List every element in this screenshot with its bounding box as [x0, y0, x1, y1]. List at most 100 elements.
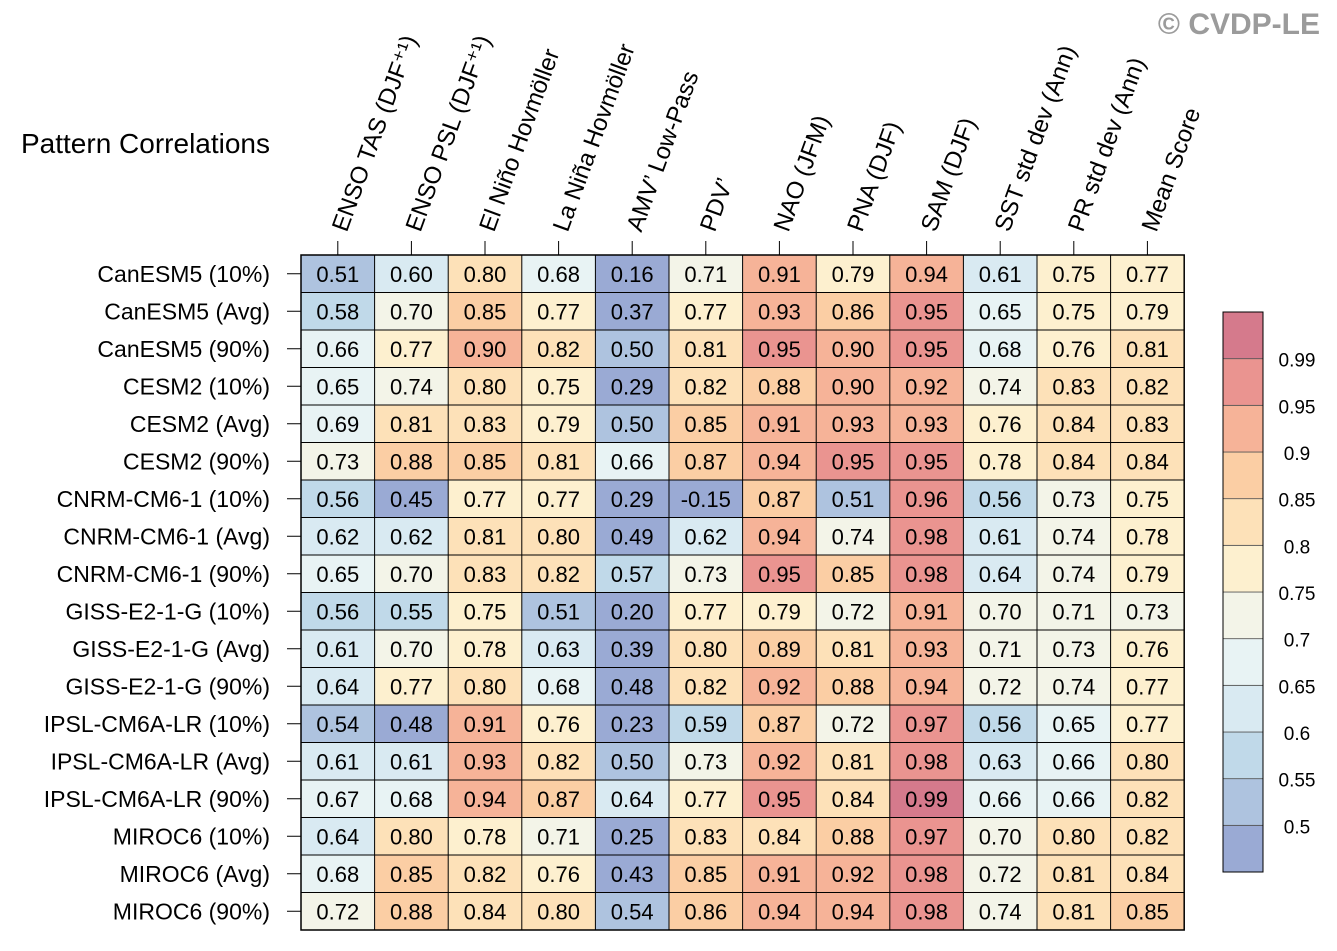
heatmap-cell — [669, 705, 743, 743]
cell-value-label: 0.74 — [390, 374, 433, 399]
cell-value-label: 0.92 — [832, 862, 875, 887]
cell-value-label: 0.94 — [464, 787, 507, 812]
cell-value-label: 0.88 — [832, 674, 875, 699]
cell-value-label: 0.90 — [832, 337, 875, 362]
heatmap-cell — [1110, 592, 1185, 630]
cell-value-label: 0.76 — [537, 862, 580, 887]
heatmap-cell — [1110, 367, 1185, 405]
cell-value-label: 0.79 — [832, 262, 875, 287]
heatmap-cell — [521, 817, 596, 855]
heatmap-cell — [669, 855, 743, 893]
watermark: © CVDP-LE — [1158, 8, 1320, 41]
cell-value-label: 0.88 — [390, 899, 433, 924]
cell-value-label: 0.75 — [464, 599, 507, 624]
cell-value-label: 0.65 — [316, 374, 359, 399]
cell-value-label: 0.75 — [1126, 487, 1169, 512]
cell-value-label: 0.98 — [905, 899, 948, 924]
heatmap-cell — [742, 742, 817, 780]
heatmap-cell — [889, 330, 964, 368]
colorbar-swatch — [1222, 638, 1264, 686]
cell-value-label: 0.68 — [316, 862, 359, 887]
cell-value-label: 0.20 — [611, 599, 654, 624]
heatmap-cell — [595, 817, 669, 855]
cell-value-label: 0.83 — [1052, 374, 1095, 399]
cell-value-label: 0.77 — [390, 674, 433, 699]
column-label: PDV’ — [695, 174, 739, 235]
cell-value-label: 0.75 — [1052, 299, 1095, 324]
heatmap-cell — [963, 330, 1037, 368]
heatmap-cell — [816, 555, 890, 593]
cell-value-label: 0.70 — [979, 599, 1022, 624]
colorbar-tick-label: 0.55 — [1279, 771, 1316, 792]
cell-value-label: 0.83 — [684, 824, 727, 849]
heatmap-cell — [301, 517, 375, 555]
row-label: IPSL-CM6A-LR (90%) — [44, 786, 270, 812]
heatmap-cell — [448, 780, 522, 818]
cell-value-label: 0.58 — [316, 299, 359, 324]
heatmap-cell — [889, 442, 964, 480]
heatmap-cell — [816, 367, 890, 405]
cell-value-label: 0.91 — [905, 599, 948, 624]
column-labels: ENSO TAS (DJF⁺¹)ENSO PSL (DJF⁺¹)El Niño … — [327, 32, 1206, 255]
heatmap-cell — [816, 817, 890, 855]
cell-value-label: 0.72 — [979, 862, 1022, 887]
cell-value-label: 0.72 — [316, 899, 359, 924]
cell-value-label: 0.66 — [611, 449, 654, 474]
heatmap-cell — [301, 780, 375, 818]
heatmap-cell — [374, 855, 449, 893]
cell-value-label: 0.94 — [758, 524, 801, 549]
heatmap-cell — [301, 555, 375, 593]
cell-value-label: 0.73 — [1126, 599, 1169, 624]
cell-value-label: 0.95 — [905, 337, 948, 362]
heatmap-cell — [742, 705, 817, 743]
cell-value-label: 0.76 — [979, 412, 1022, 437]
cell-value-label: 0.60 — [390, 262, 433, 287]
heatmap-cell — [374, 517, 449, 555]
cell-value-label: 0.81 — [1126, 337, 1169, 362]
heatmap-cell — [521, 517, 596, 555]
cell-value-label: 0.83 — [464, 412, 507, 437]
cell-value-label: 0.84 — [1126, 449, 1169, 474]
heatmap-cell — [669, 255, 743, 293]
row-label: MIROC6 (90%) — [113, 898, 270, 924]
heatmap-cell — [742, 667, 817, 705]
cell-value-label: 0.82 — [1126, 824, 1169, 849]
cell-value-label: 0.71 — [684, 262, 727, 287]
heatmap-cell — [742, 892, 817, 930]
colorbar-tick-label: 0.95 — [1279, 397, 1316, 418]
heatmap-cell — [521, 292, 596, 330]
row-label: IPSL-CM6A-LR (10%) — [44, 711, 270, 737]
cell-value-label: 0.64 — [611, 787, 654, 812]
cell-value-label: 0.93 — [832, 412, 875, 437]
cell-value-label: 0.29 — [611, 487, 654, 512]
cell-value-label: 0.98 — [905, 749, 948, 774]
cell-value-label: 0.61 — [390, 749, 433, 774]
cell-value-label: 0.80 — [464, 674, 507, 699]
cell-value-label: 0.82 — [464, 862, 507, 887]
row-label: MIROC6 (Avg) — [120, 861, 270, 887]
heatmap-cell — [521, 405, 596, 443]
column-label: NAO (JFM) — [769, 112, 836, 235]
cell-value-label: 0.51 — [537, 599, 580, 624]
column-label: La Niña Hovmöller — [548, 40, 641, 235]
cell-value-label: 0.78 — [1126, 524, 1169, 549]
heatmap-cell — [595, 255, 669, 293]
heatmap-cell — [742, 480, 817, 518]
cell-value-label: 0.93 — [464, 749, 507, 774]
cell-value-label: 0.93 — [905, 637, 948, 662]
heatmap-cell — [301, 667, 375, 705]
heatmap-cell — [816, 780, 890, 818]
heatmap-cell — [1110, 667, 1185, 705]
cell-value-label: 0.62 — [316, 524, 359, 549]
cell-value-label: 0.67 — [316, 787, 359, 812]
cell-value-label: 0.87 — [537, 787, 580, 812]
cell-value-label: 0.81 — [537, 449, 580, 474]
cell-value-label: 0.88 — [390, 449, 433, 474]
cell-value-label: 0.73 — [316, 449, 359, 474]
cell-value-label: 0.95 — [758, 337, 801, 362]
cell-value-label: -0.15 — [681, 487, 731, 512]
heatmap-cell — [1110, 442, 1185, 480]
cell-value-label: 0.84 — [1052, 449, 1095, 474]
colorbar-swatch — [1222, 404, 1264, 453]
heatmap-cell — [448, 705, 522, 743]
